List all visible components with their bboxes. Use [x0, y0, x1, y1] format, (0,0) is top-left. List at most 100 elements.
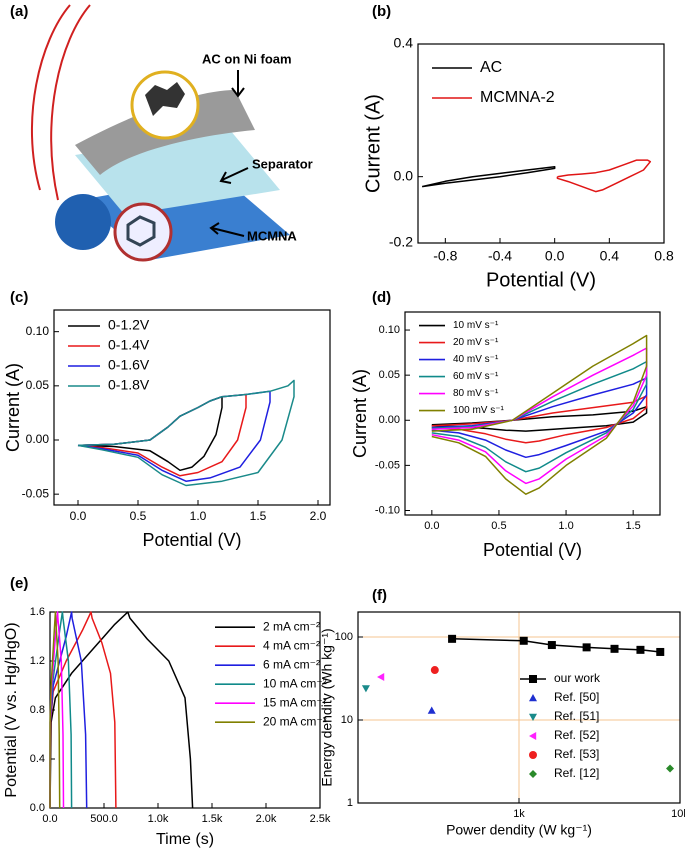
illustration-label: AC on Ni foam — [202, 51, 292, 66]
x-axis-label: Potential (V) — [486, 269, 596, 291]
plot-frame — [404, 311, 661, 516]
y-tick-label: -0.05 — [375, 459, 400, 471]
marker — [427, 706, 436, 714]
y-tick-label: 1 — [347, 797, 353, 809]
legend-label: 0-1.6V — [108, 357, 150, 373]
marker — [666, 764, 675, 773]
series-line — [452, 638, 661, 653]
x-tick-label: 1.0k — [148, 813, 169, 825]
legend-marker — [529, 694, 537, 702]
x-axis-label: Time (s) — [156, 831, 214, 848]
x-tick-label: 0.5 — [491, 520, 506, 532]
arrow — [209, 222, 245, 237]
legend-label: Ref. [51] — [554, 709, 599, 723]
y-tick-label: 0.05 — [379, 369, 400, 381]
y-tick-label: 0.8 — [30, 704, 45, 716]
x-tick-label: 2.0k — [256, 813, 277, 825]
y-axis-label: Energy dendity (Wh kg⁻¹) — [319, 628, 335, 786]
legend-label: 20 mA cm⁻² — [263, 714, 327, 728]
illustration: (a) AC on Ni foam Separator MCMNA — [10, 3, 313, 262]
y-tick-label: 0.00 — [26, 432, 50, 446]
legend-label: 4 mA cm⁻² — [263, 638, 320, 652]
x-tick-label: 1.5 — [250, 509, 267, 523]
marker — [377, 672, 385, 681]
legend-marker — [529, 675, 537, 683]
x-tick-label: 2.0 — [310, 509, 327, 523]
y-tick-label: 0.05 — [26, 378, 50, 392]
panel-label: (f) — [372, 587, 387, 604]
legend-label: 15 mA cm⁻² — [263, 695, 327, 709]
y-tick-label: 0.4 — [30, 753, 45, 765]
x-tick-label: 0.5 — [130, 509, 147, 523]
x-tick-label: 0.4 — [600, 248, 620, 264]
wire — [30, 4, 71, 191]
series-line — [431, 395, 648, 444]
legend-marker — [529, 713, 537, 721]
marker — [610, 644, 619, 653]
y-axis-label: Potential (V vs. Hg/HgO) — [3, 622, 20, 797]
x-tick-label: 10k — [671, 808, 685, 820]
marker — [582, 643, 591, 652]
chart-panel: (e) 0.0 500.0 1.0k 1.5k 2.0k 2.5k 0.0 0.4 0.8 1.2 1… — [3, 575, 331, 848]
series-line — [77, 379, 295, 487]
panel-label: (d) — [372, 289, 391, 306]
mcmna-zoom — [55, 194, 111, 250]
x-tick-label: 1k — [513, 808, 525, 820]
series-line — [77, 393, 247, 477]
y-tick-label: 0.10 — [26, 324, 50, 338]
marker — [656, 647, 665, 656]
panel-label: (e) — [10, 575, 28, 592]
series-line — [421, 165, 556, 188]
legend-label: 0-1.4V — [108, 337, 150, 353]
legend-label: 80 mV s⁻¹ — [453, 388, 499, 399]
y-axis-label: Current (A) — [362, 94, 384, 193]
x-tick-label: 1.5k — [202, 813, 223, 825]
x-tick-label: 1.5 — [626, 520, 641, 532]
marker — [361, 685, 370, 693]
legend-label: AC — [480, 59, 502, 76]
y-tick-label: 0.4 — [394, 35, 414, 51]
x-tick-label: -0.4 — [488, 248, 512, 264]
panel-label: (c) — [10, 289, 28, 306]
legend-label: 60 mV s⁻¹ — [453, 371, 499, 382]
series-line — [556, 159, 652, 193]
legend-label: Ref. [12] — [554, 766, 599, 780]
x-tick-label: 0.8 — [654, 248, 674, 264]
x-tick-label: 0.0 — [545, 248, 565, 264]
panel-label: (b) — [372, 3, 391, 20]
legend-label: 40 mV s⁻¹ — [453, 354, 499, 365]
y-axis-label: Current (A) — [350, 369, 370, 458]
x-axis-label: Potential (V) — [483, 540, 582, 560]
series-line — [431, 377, 648, 459]
illustration-label: MCMNA — [247, 228, 297, 243]
y-tick-label: 0.10 — [379, 324, 400, 336]
legend-label: 2 mA cm⁻² — [263, 619, 320, 633]
y-tick-label: 1.2 — [30, 655, 45, 667]
chart-panel: (b)-0.8 -0.4 0.0 0.4 0.8-0.20.00.4Potential … — [362, 3, 674, 291]
y-tick-label: -0.10 — [375, 504, 400, 516]
legend-label: MCMNA-2 — [480, 89, 555, 106]
series-line — [431, 360, 648, 473]
legend-label: 10 mA cm⁻² — [263, 676, 327, 690]
chart-panel: (c) 0.0 0.5 1.0 1.5 2.0 -0.05 0.00 0.05 0.10 Poten… — [3, 289, 331, 550]
legend-label: Ref. [52] — [554, 728, 599, 742]
legend-marker — [529, 770, 537, 778]
chart-panel: (d) 0.0 0.5 1.0 1.5 -0.10 -0.05 0.00 0.05 0.10 Pot… — [350, 289, 661, 560]
ac-structure — [145, 82, 185, 116]
wire — [50, 4, 91, 201]
x-tick-label: 500.0 — [90, 813, 118, 825]
x-tick-label: -0.8 — [433, 248, 457, 264]
marker — [519, 636, 528, 645]
mcmna-structure — [126, 215, 156, 247]
x-tick-label: 1.0 — [190, 509, 207, 523]
x-tick-label: 2.5k — [310, 813, 331, 825]
plot-frame — [53, 309, 331, 506]
legend-label: 6 mA cm⁻² — [263, 657, 320, 671]
marker — [448, 634, 457, 643]
y-tick-label: 1.6 — [30, 606, 45, 618]
x-axis-label: Power dendity (W kg⁻¹) — [446, 822, 592, 838]
plot-frame — [417, 43, 665, 244]
marker — [636, 645, 645, 654]
illustration-label: Separator — [252, 156, 313, 171]
